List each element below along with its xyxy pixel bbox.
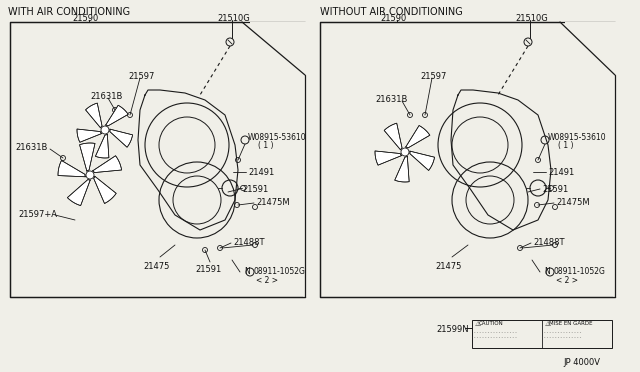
Polygon shape [395, 156, 409, 182]
Polygon shape [67, 180, 90, 206]
Text: 21591: 21591 [195, 265, 221, 274]
Text: 21597+A: 21597+A [18, 210, 57, 219]
Text: 21475M: 21475M [556, 198, 589, 207]
Text: N: N [244, 267, 250, 276]
Text: 08911-1052G: 08911-1052G [553, 267, 605, 276]
Polygon shape [109, 129, 132, 147]
Polygon shape [406, 125, 430, 148]
Bar [472, 320, 612, 348]
Text: MISE EN GARDE: MISE EN GARDE [549, 321, 593, 326]
Text: W08915-53610: W08915-53610 [548, 133, 607, 142]
Text: JP 4000V: JP 4000V [563, 358, 600, 367]
Polygon shape [93, 156, 122, 173]
Text: 21510G: 21510G [515, 14, 548, 23]
Text: N: N [544, 267, 550, 276]
Text: 21488T: 21488T [233, 238, 264, 247]
Circle shape [86, 171, 94, 179]
Text: 08911-1052G: 08911-1052G [253, 267, 305, 276]
Text: 21475: 21475 [143, 262, 170, 271]
Polygon shape [250, 22, 305, 25]
Text: < 2 >: < 2 > [256, 276, 278, 285]
Polygon shape [613, 22, 617, 297]
Text: - - - - - - - - - - - - - - - -: - - - - - - - - - - - - - - - - [474, 330, 516, 334]
Polygon shape [565, 22, 615, 25]
Text: ( 1 ): ( 1 ) [258, 141, 273, 150]
Polygon shape [93, 176, 116, 203]
Text: WITH AIR CONDITIONING: WITH AIR CONDITIONING [8, 7, 130, 17]
Text: 21488T: 21488T [533, 238, 564, 247]
Polygon shape [79, 143, 95, 171]
Bar [320, 22, 615, 297]
Text: 21597: 21597 [420, 72, 446, 81]
Text: - - - - - - - - - - - - - -: - - - - - - - - - - - - - - [544, 335, 581, 339]
Polygon shape [410, 151, 435, 170]
Polygon shape [106, 105, 128, 126]
Text: 21631B: 21631B [375, 95, 408, 104]
Text: 21591: 21591 [542, 185, 568, 194]
Text: 21475: 21475 [435, 262, 461, 271]
Text: ⚠: ⚠ [475, 321, 481, 327]
Circle shape [101, 126, 109, 134]
Text: WITHOUT AIR CONDITIONING: WITHOUT AIR CONDITIONING [320, 7, 463, 17]
Polygon shape [86, 103, 102, 128]
Text: 21631B: 21631B [90, 92, 122, 101]
Text: - - - - - - - - - - - - - -: - - - - - - - - - - - - - - [544, 330, 581, 334]
Text: 21491: 21491 [548, 168, 574, 177]
Text: 21597: 21597 [128, 72, 154, 81]
Text: 21631B: 21631B [15, 143, 47, 152]
Text: - - - - - - - - - - - - - - - -: - - - - - - - - - - - - - - - - [474, 335, 516, 339]
Polygon shape [375, 151, 401, 165]
Circle shape [401, 148, 409, 156]
Text: 21510G: 21510G [217, 14, 250, 23]
Text: ⚠: ⚠ [545, 321, 551, 327]
Text: CAUTION: CAUTION [479, 321, 504, 326]
Polygon shape [303, 22, 307, 297]
Text: 21590: 21590 [380, 14, 406, 23]
Polygon shape [58, 160, 85, 177]
Text: W08915-53610: W08915-53610 [248, 133, 307, 142]
Text: 21590: 21590 [72, 14, 99, 23]
Text: 21491: 21491 [248, 168, 275, 177]
Text: < 2 >: < 2 > [556, 276, 578, 285]
Text: 21475M: 21475M [256, 198, 290, 207]
Bar [10, 22, 305, 297]
Text: ( 1 ): ( 1 ) [558, 141, 573, 150]
Text: 21599N: 21599N [436, 325, 468, 334]
Text: 21591: 21591 [242, 185, 268, 194]
Polygon shape [95, 134, 109, 158]
Polygon shape [77, 129, 102, 142]
Polygon shape [384, 123, 402, 150]
